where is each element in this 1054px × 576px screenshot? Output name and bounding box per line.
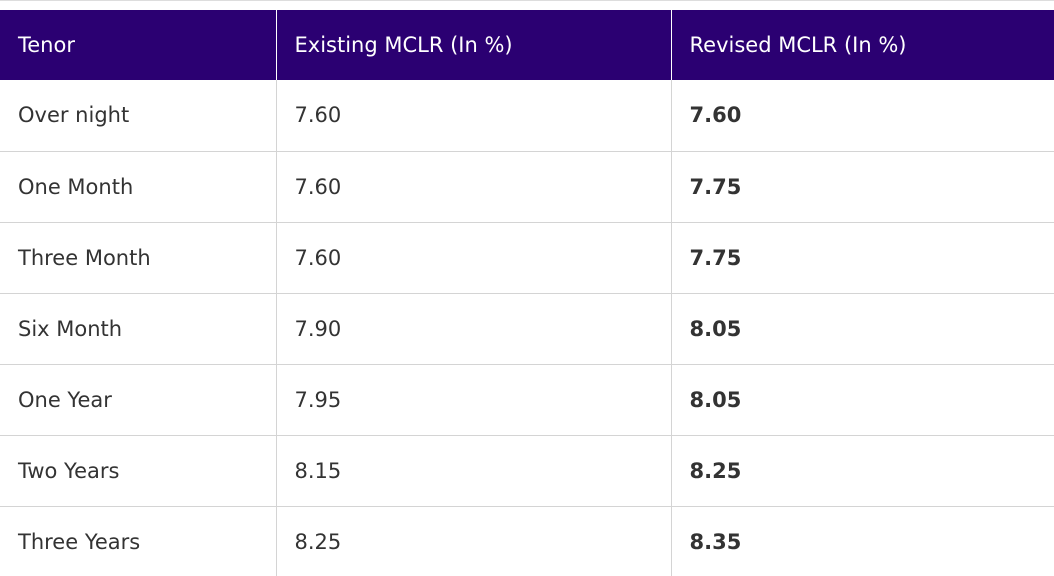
tenor-cell: One Month — [0, 151, 277, 223]
table-body: Over night 7.60 7.60 One Month 7.60 7.75 Three… — [0, 80, 1054, 576]
table-row: Three Month 7.60 7.75 — [0, 222, 1054, 294]
revised-rate-cell: 8.25 — [671, 435, 1054, 507]
existing-rate-cell: 7.60 — [276, 80, 672, 152]
tenor-cell: Three Years — [0, 506, 277, 576]
revised-rate-cell: 7.75 — [671, 222, 1054, 294]
existing-rate-cell: 7.95 — [276, 364, 672, 436]
table-row: Two Years 8.15 8.25 — [0, 435, 1054, 507]
table-row: Three Years 8.25 8.35 — [0, 506, 1054, 576]
tenor-cell: Over night — [0, 80, 277, 152]
tenor-cell: Three Month — [0, 222, 277, 294]
revised-rate-cell: 8.35 — [671, 506, 1054, 576]
header-cell: Revised MCLR (In %) — [671, 10, 1054, 80]
tenor-cell: Two Years — [0, 435, 277, 507]
header-cell: Existing MCLR (In %) — [276, 10, 672, 80]
table-row: Over night 7.60 7.60 — [0, 80, 1054, 152]
table-row: Six Month 7.90 8.05 — [0, 293, 1054, 365]
table-row: One Month 7.60 7.75 — [0, 151, 1054, 223]
tenor-cell: One Year — [0, 364, 277, 436]
existing-rate-cell: 7.60 — [276, 151, 672, 223]
header-cell: Tenor — [0, 10, 277, 80]
revised-rate-cell: 7.75 — [671, 151, 1054, 223]
tenor-cell: Six Month — [0, 293, 277, 365]
existing-rate-cell: 8.15 — [276, 435, 672, 507]
table-header: Tenor Existing MCLR (In %) Revised MCLR … — [0, 10, 1054, 80]
existing-rate-cell: 7.60 — [276, 222, 672, 294]
mclr-table: Tenor Existing MCLR (In %) Revised MCLR … — [0, 10, 1054, 576]
revised-rate-cell: 8.05 — [671, 364, 1054, 436]
existing-rate-cell: 7.90 — [276, 293, 672, 365]
table-row: One Year 7.95 8.05 — [0, 364, 1054, 436]
existing-rate-cell: 8.25 — [276, 506, 672, 576]
revised-rate-cell: 7.60 — [671, 80, 1054, 152]
revised-rate-cell: 8.05 — [671, 293, 1054, 365]
header-row: Tenor Existing MCLR (In %) Revised MCLR … — [0, 10, 1054, 80]
